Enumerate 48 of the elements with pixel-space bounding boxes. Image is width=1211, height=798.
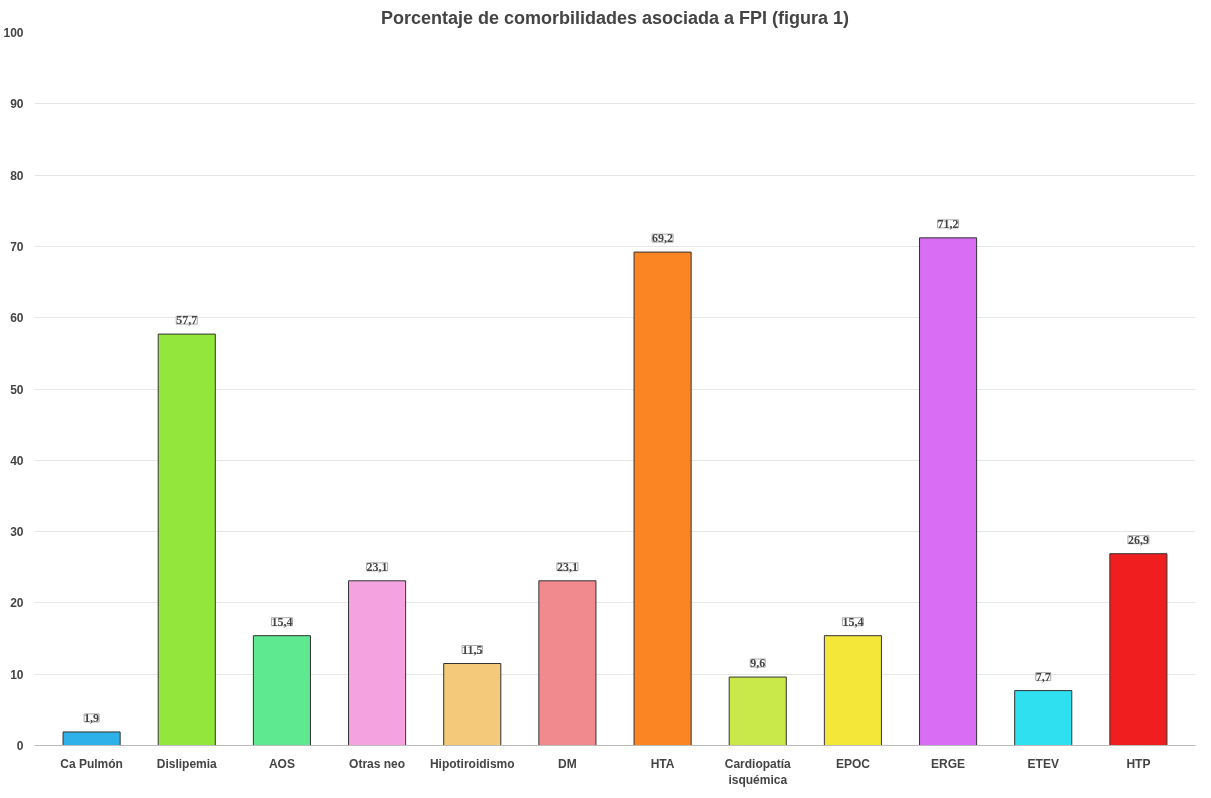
y-tick-label: 0 (16, 739, 24, 753)
bar (157, 333, 216, 746)
x-tick-label: ETEV (1027, 756, 1059, 771)
chart-title: Porcentaje de comorbilidades asociada a FPI (figura 1) (380, 7, 850, 28)
data-label: 57,7 (176, 313, 198, 328)
x-tick-label: DM (558, 756, 577, 771)
x-tick-label: HTA (650, 756, 675, 771)
data-label: 15,4 (842, 614, 864, 629)
data-label: 7,7 (1035, 669, 1051, 684)
y-tick-label: 60 (10, 311, 24, 326)
y-tick-label: 10 (10, 667, 24, 682)
x-tick-label: Ca Pulmón (60, 756, 123, 771)
bar (633, 251, 692, 746)
x-tick-label: Cardiopatía isquémica (724, 756, 792, 788)
y-tick-label: 90 (10, 97, 24, 112)
bar (1014, 690, 1073, 746)
x-tick-label: AOS (268, 756, 295, 771)
x-tick-label: Hipotiroidismo (429, 756, 515, 771)
y-tick-label: 50 (10, 382, 24, 397)
bar (252, 635, 311, 746)
y-tick-label: 80 (10, 168, 24, 183)
x-tick-label: ERGE (931, 756, 966, 771)
bar (919, 237, 978, 746)
y-tick-label: 70 (10, 239, 24, 254)
bar (443, 663, 502, 746)
y-tick-label: 40 (10, 453, 24, 468)
bar (348, 580, 407, 746)
x-tick-label: Dislipemia (156, 756, 218, 771)
y-tick-label: 30 (10, 525, 24, 540)
y-tick-label: 100 (3, 26, 24, 40)
x-tick-label: Otras neo (349, 756, 406, 771)
x-tick-label: HTP (1126, 756, 1151, 771)
data-label: 23,1 (556, 559, 578, 574)
data-label: 23,1 (366, 559, 388, 574)
data-label: 11,5 (462, 642, 483, 657)
data-label: 26,9 (1127, 532, 1149, 547)
data-label: 71,2 (937, 216, 959, 231)
data-label: 15,4 (271, 614, 293, 629)
data-label: 69,2 (652, 231, 674, 246)
data-label: 9,6 (750, 656, 766, 671)
bar (62, 731, 121, 746)
bar (728, 676, 787, 746)
bar (823, 635, 882, 746)
y-tick-label: 20 (10, 596, 24, 611)
bar (1109, 553, 1168, 746)
data-label: 1,9 (84, 710, 100, 725)
bar (538, 580, 597, 746)
x-tick-label: EPOC (835, 756, 871, 771)
